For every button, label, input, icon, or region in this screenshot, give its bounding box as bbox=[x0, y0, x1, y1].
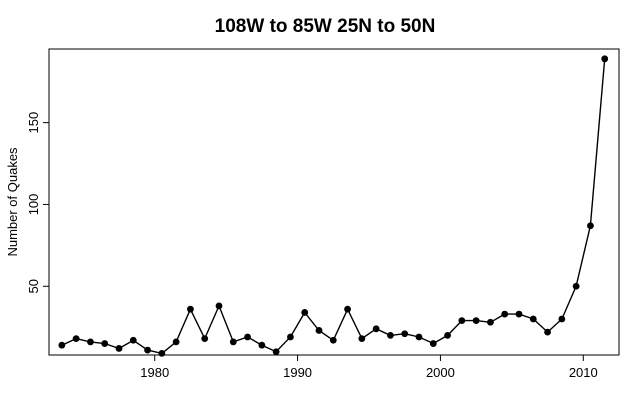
data-point bbox=[301, 309, 309, 316]
data-point bbox=[587, 222, 594, 230]
data-point bbox=[272, 348, 280, 356]
y-tick-label-0: 50 bbox=[26, 279, 41, 293]
chart-title: 108W to 85W 25N to 50N bbox=[215, 16, 436, 37]
data-point bbox=[529, 315, 537, 323]
data-point bbox=[258, 341, 266, 349]
data-point bbox=[287, 333, 294, 341]
data-point bbox=[58, 341, 66, 349]
data-point bbox=[544, 328, 551, 336]
data-point bbox=[87, 338, 94, 346]
data-point bbox=[401, 330, 409, 338]
data-point bbox=[144, 346, 151, 354]
x-tick-label-2: 2000 bbox=[426, 365, 455, 380]
y-axis: 50 100 150 bbox=[26, 112, 49, 294]
data-point bbox=[572, 282, 580, 290]
data-point bbox=[415, 333, 423, 341]
data-point bbox=[115, 345, 123, 352]
data-point bbox=[129, 336, 137, 344]
data-point bbox=[387, 331, 394, 339]
data-point bbox=[172, 338, 180, 346]
data-point bbox=[515, 310, 523, 318]
data-point bbox=[187, 305, 194, 313]
y-tick-label-2: 150 bbox=[26, 112, 41, 134]
data-point bbox=[229, 338, 237, 346]
y-axis-label: Number of Quakes bbox=[5, 147, 20, 257]
data-point bbox=[329, 336, 337, 344]
x-tick-label-3: 2010 bbox=[569, 365, 598, 380]
series-group bbox=[58, 55, 609, 357]
x-tick-label-0: 1980 bbox=[140, 365, 169, 380]
data-point bbox=[101, 340, 109, 347]
y-tick-label-1: 100 bbox=[26, 194, 41, 216]
data-point bbox=[344, 305, 351, 313]
data-point bbox=[458, 317, 466, 325]
data-point bbox=[429, 340, 437, 347]
data-point bbox=[372, 325, 380, 333]
data-point bbox=[472, 317, 480, 325]
data-point bbox=[358, 335, 366, 343]
data-point bbox=[158, 349, 166, 357]
data-point bbox=[215, 302, 223, 310]
data-point bbox=[601, 55, 609, 63]
data-point bbox=[558, 315, 566, 323]
data-point bbox=[501, 310, 509, 318]
data-point bbox=[444, 331, 451, 339]
data-point bbox=[201, 335, 209, 343]
plot-frame bbox=[48, 48, 620, 356]
series-line-0 bbox=[61, 58, 606, 355]
data-point bbox=[72, 335, 80, 343]
data-point bbox=[244, 333, 251, 341]
x-axis: 1980 1990 2000 2010 bbox=[140, 355, 598, 380]
x-tick-label-1: 1990 bbox=[283, 365, 312, 380]
data-point bbox=[487, 318, 494, 326]
data-point bbox=[315, 327, 323, 334]
